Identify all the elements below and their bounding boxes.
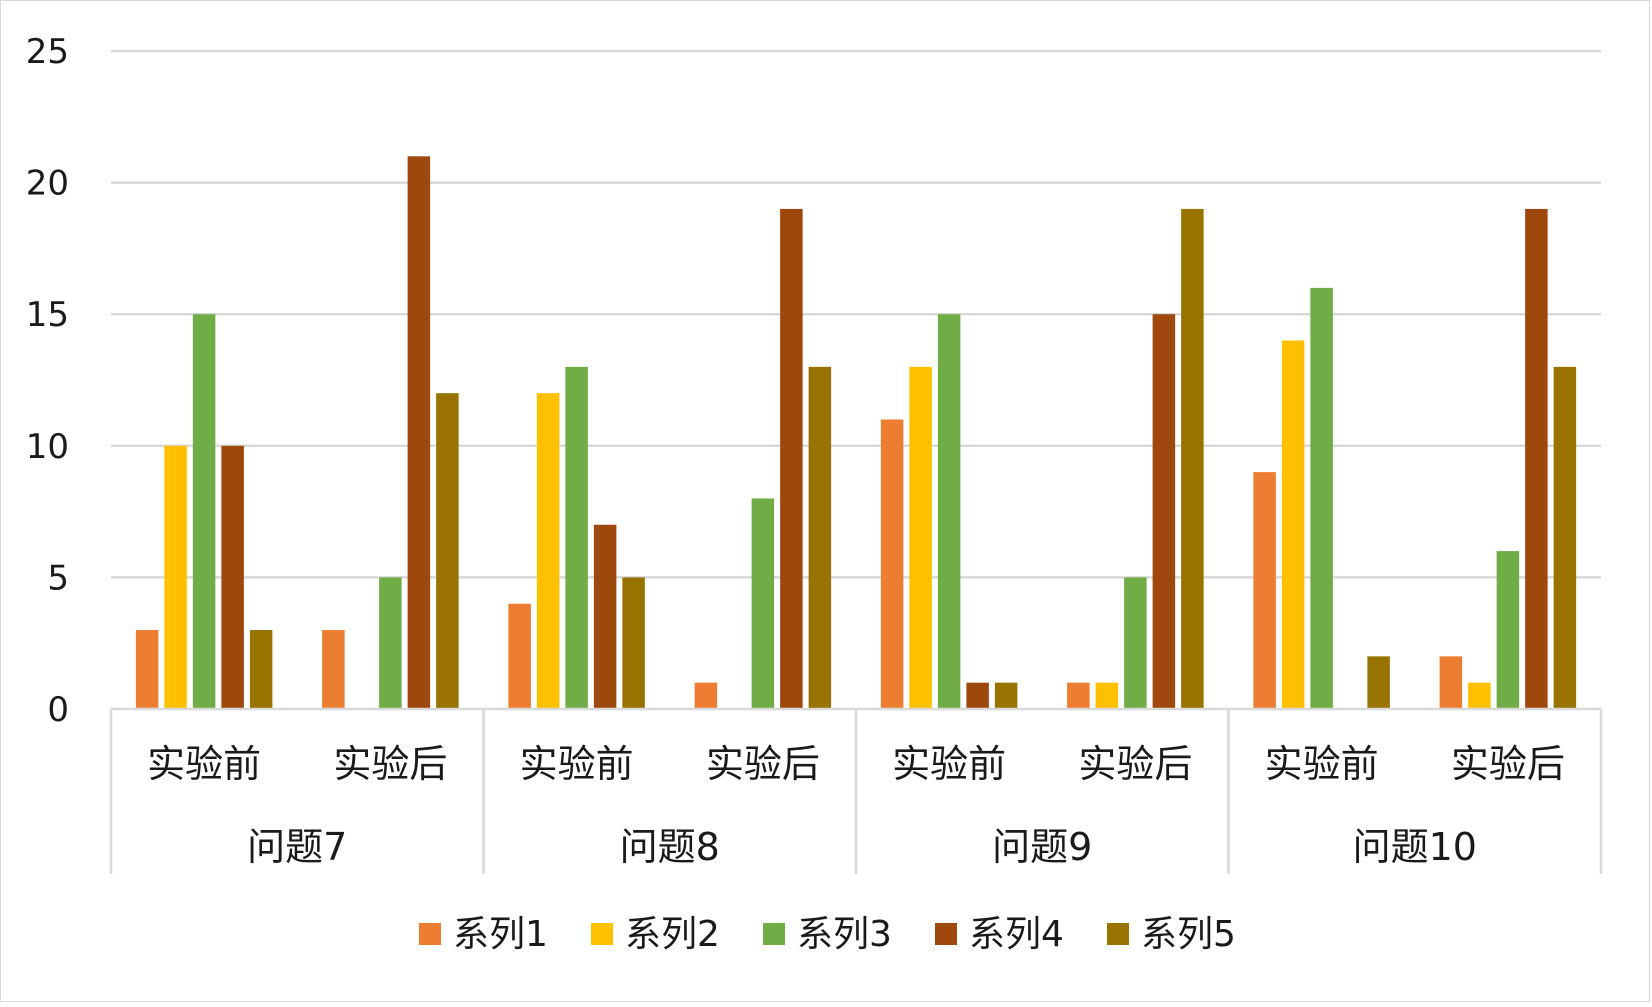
bar-系列1-4[interactable] [880, 419, 904, 709]
bar-系列3-7[interactable] [1496, 551, 1520, 709]
bar-系列2-5[interactable] [1095, 682, 1119, 709]
bar-系列5-4[interactable] [994, 682, 1018, 709]
legend-item[interactable]: 系列4 [935, 914, 1064, 955]
legend-item[interactable]: 系列1 [419, 914, 548, 955]
bar-系列3-5[interactable] [1124, 577, 1147, 709]
legend-item[interactable]: 系列3 [763, 914, 892, 955]
y-tick-label: 5 [47, 558, 69, 598]
legend-swatch [763, 923, 785, 945]
legend-swatch [1107, 923, 1129, 945]
x-group-label: 问题8 [620, 825, 720, 869]
legend-swatch [419, 923, 441, 945]
bar-系列4-3[interactable] [780, 208, 803, 710]
legend[interactable]: 系列1 系列2 系列3 系列4 系列5 [419, 914, 1236, 955]
bar-系列5-7[interactable] [1553, 366, 1577, 709]
bar-系列5-1[interactable] [436, 393, 459, 709]
x-subcategory-label: 实验前 [1265, 742, 1379, 786]
gridlines [111, 49, 1601, 579]
bar-系列2-4[interactable] [909, 366, 932, 709]
bar-系列5-2[interactable] [622, 577, 645, 709]
bar-系列1-0[interactable] [135, 630, 159, 709]
bar-系列4-0[interactable] [221, 445, 244, 709]
y-tick-label: 25 [26, 32, 69, 72]
y-tick-label: 20 [26, 164, 69, 204]
x-group-label: 问题10 [1353, 825, 1477, 869]
bar-系列4-2[interactable] [593, 524, 617, 709]
bar-系列3-3[interactable] [751, 498, 775, 709]
bar-系列5-3[interactable] [808, 366, 832, 709]
y-tick-label: 10 [26, 427, 69, 467]
bar-系列2-6[interactable] [1281, 340, 1305, 709]
bar-系列1-1[interactable] [322, 630, 345, 709]
bar-系列2-7[interactable] [1468, 682, 1491, 709]
legend-label: 系列3 [797, 914, 892, 955]
bar-系列5-0[interactable] [249, 630, 273, 709]
bar-系列4-7[interactable] [1525, 208, 1548, 710]
legend-swatch [935, 923, 957, 945]
legend-label: 系列2 [625, 914, 720, 955]
x-subcategory-label: 实验后 [1451, 742, 1565, 786]
x-subcategory-label: 实验前 [147, 742, 261, 786]
x-subcategory-label: 实验后 [706, 742, 820, 786]
bar-系列4-1[interactable] [407, 156, 431, 709]
x-subcategory-label: 实验前 [892, 742, 1006, 786]
bar-系列2-0[interactable] [164, 445, 187, 709]
x-group-label: 问题7 [247, 825, 347, 869]
legend-label: 系列4 [969, 914, 1064, 955]
bar-系列1-5[interactable] [1067, 682, 1090, 709]
x-subcategory-label: 实验后 [333, 742, 447, 786]
bar-系列3-2[interactable] [565, 366, 588, 709]
bar-系列3-6[interactable] [1310, 287, 1333, 709]
bar-系列3-4[interactable] [937, 314, 961, 709]
legend-swatch [591, 923, 613, 945]
x-subcategory-label: 实验前 [520, 742, 634, 786]
bar-系列3-0[interactable] [192, 314, 216, 709]
bar-系列1-2[interactable] [508, 603, 531, 709]
bar-系列2-2[interactable] [536, 393, 560, 709]
legend-label: 系列1 [453, 914, 548, 955]
bar-系列1-6[interactable] [1253, 472, 1276, 709]
bars [135, 156, 1577, 710]
bar-系列5-6[interactable] [1367, 656, 1390, 709]
bar-系列4-5[interactable] [1152, 314, 1176, 709]
bar-系列1-7[interactable] [1439, 656, 1463, 709]
y-tick-label: 15 [26, 295, 69, 335]
bar-系列3-1[interactable] [379, 577, 402, 709]
legend-item[interactable]: 系列2 [591, 914, 720, 955]
x-subcategory-label: 实验后 [1078, 742, 1192, 786]
bar-系列1-3[interactable] [694, 682, 718, 709]
bar-系列5-5[interactable] [1181, 208, 1204, 710]
x-group-label: 问题9 [992, 825, 1092, 869]
legend-item[interactable]: 系列5 [1107, 914, 1236, 955]
bar-系列4-4[interactable] [966, 682, 989, 709]
y-tick-label: 0 [47, 690, 69, 730]
legend-label: 系列5 [1141, 914, 1236, 955]
